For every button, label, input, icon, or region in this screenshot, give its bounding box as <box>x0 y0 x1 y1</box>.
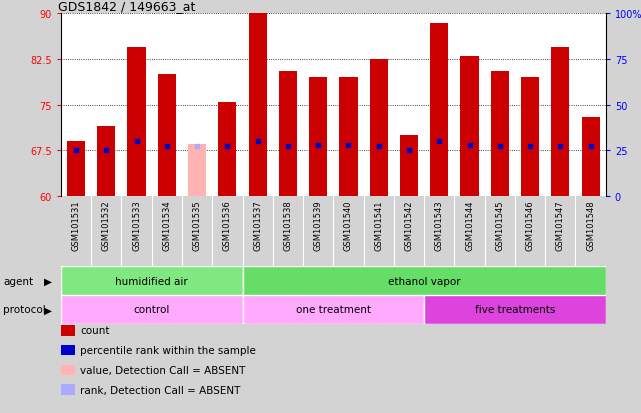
Bar <box>249 14 267 196</box>
Text: GSM101538: GSM101538 <box>283 200 292 250</box>
Text: one treatment: one treatment <box>296 305 371 315</box>
Text: control: control <box>133 305 170 315</box>
Text: count: count <box>80 325 110 335</box>
Bar <box>551 48 569 196</box>
Text: ethanol vapor: ethanol vapor <box>388 276 460 286</box>
Bar <box>219 102 237 196</box>
Bar <box>370 60 388 196</box>
Text: GSM101548: GSM101548 <box>586 200 595 250</box>
Text: ▶: ▶ <box>44 276 51 286</box>
Text: rank, Detection Call = ABSENT: rank, Detection Call = ABSENT <box>80 385 240 395</box>
Text: GSM101543: GSM101543 <box>435 200 444 250</box>
Text: GSM101532: GSM101532 <box>102 200 111 250</box>
Bar <box>581 117 600 196</box>
Bar <box>491 72 509 196</box>
Bar <box>424 295 606 324</box>
Bar <box>188 145 206 196</box>
Text: GSM101535: GSM101535 <box>192 200 202 250</box>
Text: GSM101537: GSM101537 <box>253 200 262 250</box>
Bar <box>128 48 146 196</box>
Bar <box>339 78 358 196</box>
Text: GSM101542: GSM101542 <box>404 200 413 250</box>
Bar <box>61 266 242 295</box>
Text: GSM101540: GSM101540 <box>344 200 353 250</box>
Text: value, Detection Call = ABSENT: value, Detection Call = ABSENT <box>80 365 246 375</box>
Text: GSM101546: GSM101546 <box>526 200 535 250</box>
Bar <box>242 295 424 324</box>
Text: GSM101533: GSM101533 <box>132 200 141 250</box>
Bar <box>430 24 448 196</box>
Bar <box>97 126 115 196</box>
Text: GSM101544: GSM101544 <box>465 200 474 250</box>
Text: GSM101534: GSM101534 <box>162 200 171 250</box>
Text: five treatments: five treatments <box>475 305 555 315</box>
Bar <box>400 135 418 196</box>
Text: GSM101539: GSM101539 <box>313 200 322 250</box>
Text: GSM101541: GSM101541 <box>374 200 383 250</box>
Text: GSM101545: GSM101545 <box>495 200 504 250</box>
Bar <box>158 75 176 196</box>
Bar <box>61 295 242 324</box>
Text: humidified air: humidified air <box>115 276 188 286</box>
Bar <box>242 266 606 295</box>
Bar <box>309 78 328 196</box>
Text: GDS1842 / 149663_at: GDS1842 / 149663_at <box>58 0 196 13</box>
Text: GSM101536: GSM101536 <box>223 200 232 250</box>
Text: agent: agent <box>3 276 33 286</box>
Text: ▶: ▶ <box>44 305 51 315</box>
Bar <box>279 72 297 196</box>
Bar <box>67 142 85 196</box>
Bar <box>521 78 539 196</box>
Text: GSM101531: GSM101531 <box>72 200 81 250</box>
Text: protocol: protocol <box>3 305 46 315</box>
Bar <box>460 57 479 196</box>
Text: GSM101547: GSM101547 <box>556 200 565 250</box>
Text: percentile rank within the sample: percentile rank within the sample <box>80 345 256 355</box>
